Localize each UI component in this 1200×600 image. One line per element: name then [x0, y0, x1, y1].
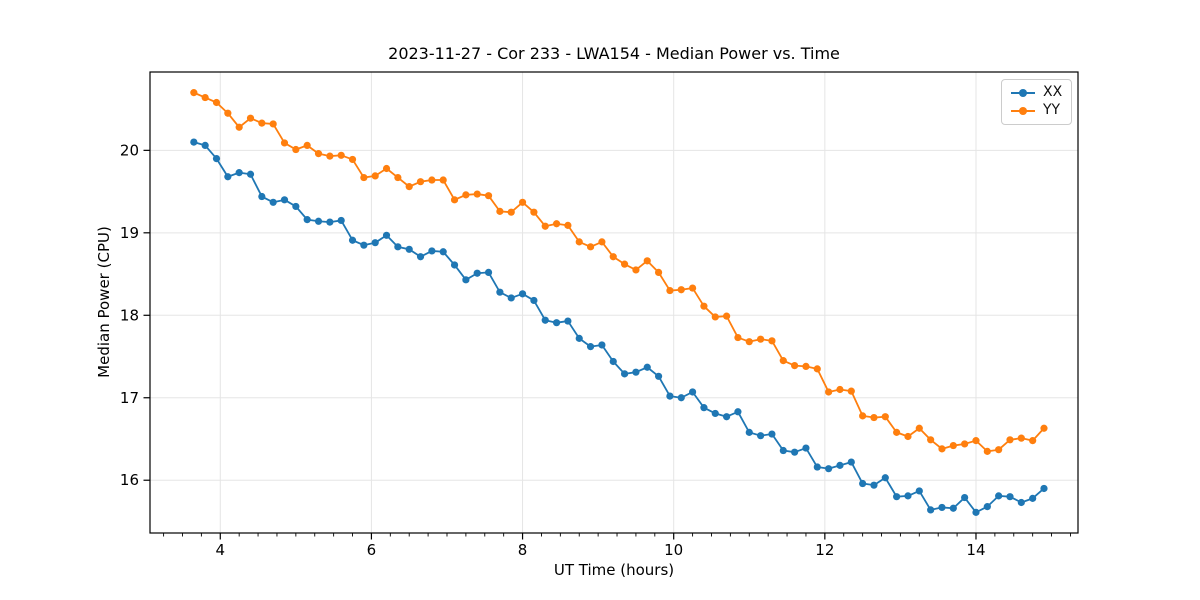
svg-text:10: 10: [664, 541, 683, 559]
legend-item-yy: YY: [1010, 102, 1062, 119]
svg-text:6: 6: [367, 541, 377, 559]
svg-text:4: 4: [216, 541, 226, 559]
legend-item-xx: XX: [1010, 84, 1063, 100]
svg-text:18: 18: [120, 306, 139, 324]
legend-swatch-yy-line-marker-icon: [1011, 107, 1035, 116]
chart-title: 2023-11-27 - Cor 233 - LWA154 - Median P…: [388, 44, 840, 63]
legend-label-yy: YY: [1043, 102, 1061, 119]
svg-text:14: 14: [966, 541, 985, 559]
svg-text:17: 17: [120, 389, 139, 407]
svg-text:19: 19: [120, 224, 139, 242]
legend-label-xx: XX: [1043, 84, 1063, 100]
x-axis-label: UT Time (hours): [553, 561, 675, 579]
svg-text:20: 20: [120, 141, 139, 159]
svg-text:8: 8: [518, 541, 528, 559]
legend: XX YY: [1001, 79, 1073, 125]
legend-swatch-xx-line-marker-icon: [1011, 88, 1035, 97]
svg-text:12: 12: [815, 541, 834, 559]
svg-text:16: 16: [120, 471, 139, 489]
